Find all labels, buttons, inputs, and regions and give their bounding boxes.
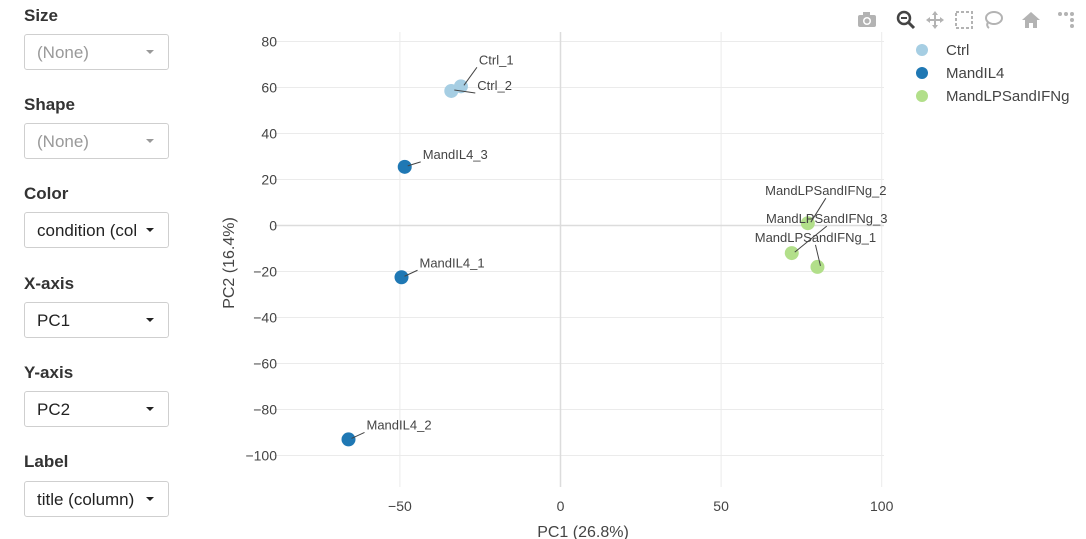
x-axis-select-value: PC1 [37,311,71,330]
legend-item-label[interactable]: MandLPSandIFNg [946,88,1069,105]
data-point[interactable] [394,270,409,285]
chevron-down-icon [146,497,154,501]
pan-icon[interactable] [925,10,945,30]
annotations: Ctrl_1 Ctrl_2 MandIL4_1 MandIL4_2 MandIL4_3 M… [351,52,887,439]
y-tick-label: 40 [261,126,277,142]
label-connector [351,431,365,439]
label-select-value: title (column) [37,490,135,509]
chevron-down-icon [146,50,154,54]
shape-select-value: (None) [37,132,89,151]
point-label: MandLPSandIFNg_3 [766,211,887,226]
y-axis-select[interactable]: PC2 [24,391,169,427]
size-select[interactable]: (None) [24,34,169,70]
x-axis-select[interactable]: PC1 [24,302,169,338]
size-label: Size [24,6,59,25]
data-point[interactable] [341,432,356,447]
data-point[interactable] [453,79,468,94]
point-label: Ctrl_1 [479,52,514,67]
camera-icon[interactable] [857,10,877,30]
y-tick-label: −20 [253,264,277,280]
legend-marker[interactable] [916,90,928,102]
plotly-logo-icon[interactable] [1056,10,1076,30]
color-label: Color [24,184,69,203]
x-tick-label: −50 [388,498,412,514]
chevron-down-icon [146,139,154,143]
legend-marker[interactable] [916,44,928,56]
y-tick-label: 60 [261,80,277,96]
y-tick-label: −80 [253,402,277,418]
home-icon[interactable] [1021,10,1041,30]
y-tick-label: −40 [253,310,277,326]
box-select-icon[interactable] [954,10,974,30]
size-select-value: (None) [37,43,89,62]
label-connector [463,67,478,86]
label-connector [794,225,828,253]
x-tick-label: 0 [557,498,565,514]
data-point[interactable] [810,259,825,274]
y-axis-select-value: PC2 [37,400,71,419]
label-label: Label [24,452,69,471]
chevron-down-icon [146,228,154,232]
y-tick-label: 20 [261,172,277,188]
zoom-icon[interactable] [896,10,916,30]
x-axis-title: PC1 (26.8%) [537,524,629,539]
x-axis-label: X-axis [24,274,75,293]
color-select-value: condition (column) [37,221,137,240]
data-point[interactable] [444,83,459,98]
legend-item-label[interactable]: MandIL4 [946,65,1004,82]
y-tick-label: −60 [253,356,277,372]
y-axis-label: Y-axis [24,363,74,382]
grid-lines [274,32,884,487]
y-axis-title: PC2 (16.4%) [221,217,238,309]
color-select[interactable]: condition (column) [24,212,169,248]
tick-labels: −50 0 50 100 80 60 40 20 0 −20 −40 −60 −80 −100 [245,34,893,515]
label-connector [404,269,418,277]
legend-item-label[interactable]: Ctrl [946,42,969,59]
label-connector [407,161,421,167]
y-tick-label: 0 [269,218,277,234]
label-connector [810,197,827,223]
data-point[interactable] [800,216,815,231]
chevron-down-icon [146,318,154,322]
legend-marker[interactable] [916,67,928,79]
label-connector [814,244,821,267]
shape-label: Shape [24,95,76,114]
legend[interactable]: Ctrl MandIL4 MandLPSandIFNg [916,42,1069,105]
chevron-down-icon [146,407,154,411]
label-select[interactable]: title (column) [24,481,169,517]
point-label: MandIL4_1 [420,255,485,270]
point-label: MandIL4_2 [367,417,432,432]
data-layer[interactable] [341,79,825,447]
label-connector [454,89,476,94]
x-tick-label: 50 [713,498,729,514]
point-label: MandLPSandIFNg_1 [755,230,876,245]
y-tick-label: 80 [261,34,277,50]
data-point[interactable] [784,246,799,261]
point-label: MandLPSandIFNg_2 [765,183,886,198]
point-label: MandIL4_3 [423,147,488,162]
y-tick-label: −100 [245,448,277,464]
data-point[interactable] [397,159,412,174]
shape-select[interactable]: (None) [24,123,169,159]
point-label: Ctrl_2 [477,78,512,93]
x-tick-label: 100 [870,498,894,514]
lasso-icon[interactable] [983,10,1003,30]
